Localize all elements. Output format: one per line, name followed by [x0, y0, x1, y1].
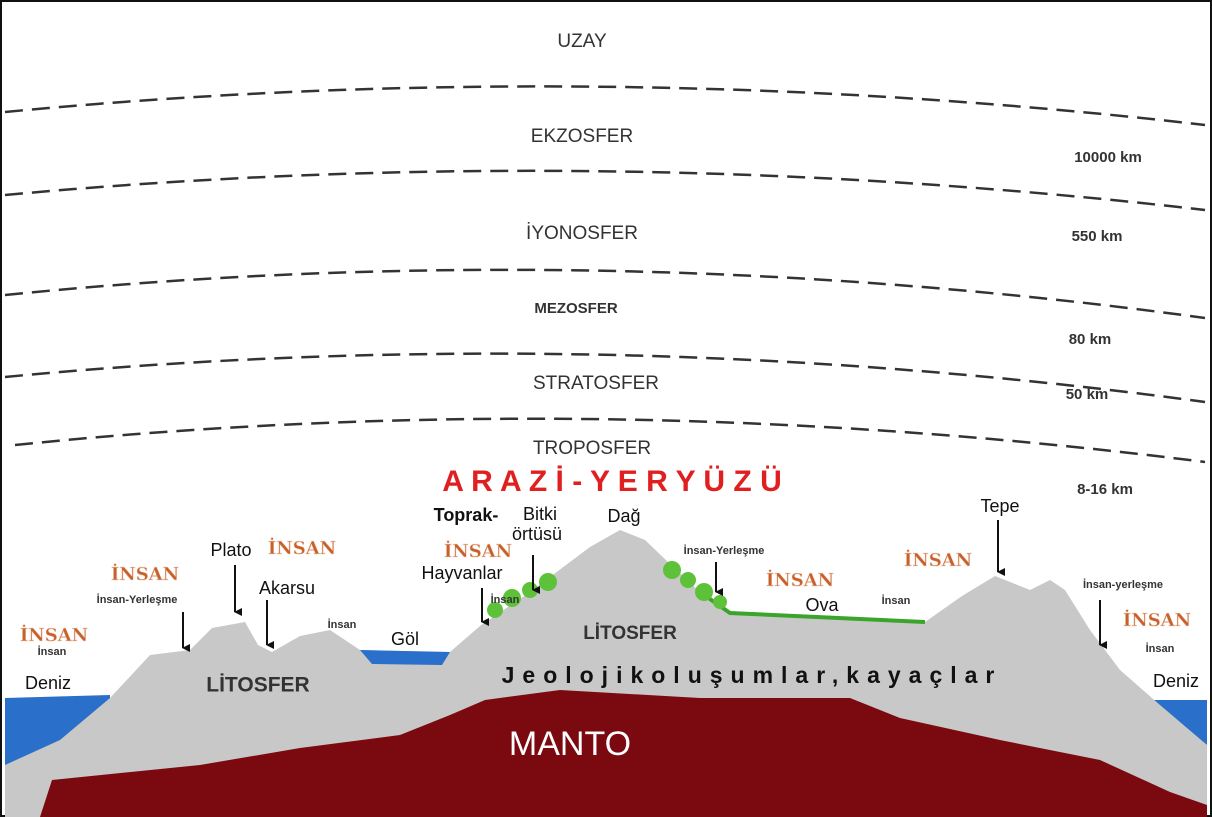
settlement-label: İnsan-Yerleşme [97, 593, 178, 606]
layer-label: TROPOSFER [533, 438, 651, 459]
landform-label: Akarsu [259, 578, 315, 598]
landform-label: Ova [805, 595, 839, 615]
human-small-label: İnsan [38, 645, 67, 658]
landform-label: Deniz [1153, 671, 1199, 691]
lithosphere-label: LİTOSFER [206, 674, 309, 697]
human-small-label: İnsan [328, 618, 357, 631]
altitude-label: 550 km [1072, 228, 1123, 245]
lake [360, 650, 450, 665]
human-label: İNSAN [20, 623, 88, 646]
landform-label: örtüsü [512, 524, 562, 544]
altitude-label: 10000 km [1074, 149, 1142, 166]
geology-label: Jeolojikoluşumlar,kayaçlar [502, 662, 1003, 688]
layer-label: MEZOSFER [534, 300, 618, 317]
layer-label: UZAY [557, 31, 607, 52]
lithosphere-label: LİTOSFER [583, 623, 677, 644]
altitude-label: 8-16 km [1077, 481, 1133, 498]
landform-label: Deniz [25, 673, 71, 693]
landform-label: Dağ [607, 506, 640, 526]
human-label: İNSAN [444, 539, 512, 562]
landform-label: Bitki [523, 504, 557, 524]
landform-label: Göl [391, 629, 419, 649]
diagram: UZAY EKZOSFER İYONOSFER MEZOSFER STRATOS… [0, 0, 1212, 817]
altitude-label: 80 km [1069, 331, 1112, 348]
human-label: İNSAN [904, 548, 972, 571]
title: A R A Z İ - Y E R Y Ü Z Ü [442, 465, 782, 498]
altitude-label: 50 km [1066, 386, 1109, 403]
mantle-label: MANTO [509, 725, 631, 763]
layer-label: STRATOSFER [533, 373, 659, 394]
landform-label: Tepe [980, 496, 1019, 516]
layer-label: İYONOSFER [526, 223, 638, 244]
landform-label: Plato [210, 540, 251, 560]
settlement-label: İnsan-Yerleşme [684, 544, 765, 557]
layer-label: EKZOSFER [531, 126, 633, 147]
landform-label: Toprak- [434, 505, 499, 525]
human-small-label: İnsan [882, 594, 911, 607]
human-small-label: İnsan [1146, 642, 1175, 655]
human-small-label: İnsan [491, 593, 520, 606]
human-label: İNSAN [111, 562, 179, 585]
landform-label: Hayvanlar [421, 563, 502, 583]
human-label: İNSAN [1123, 608, 1191, 631]
human-label: İNSAN [268, 536, 336, 559]
human-label: İNSAN [766, 568, 834, 591]
settlement-label: İnsan-yerleşme [1083, 578, 1163, 591]
